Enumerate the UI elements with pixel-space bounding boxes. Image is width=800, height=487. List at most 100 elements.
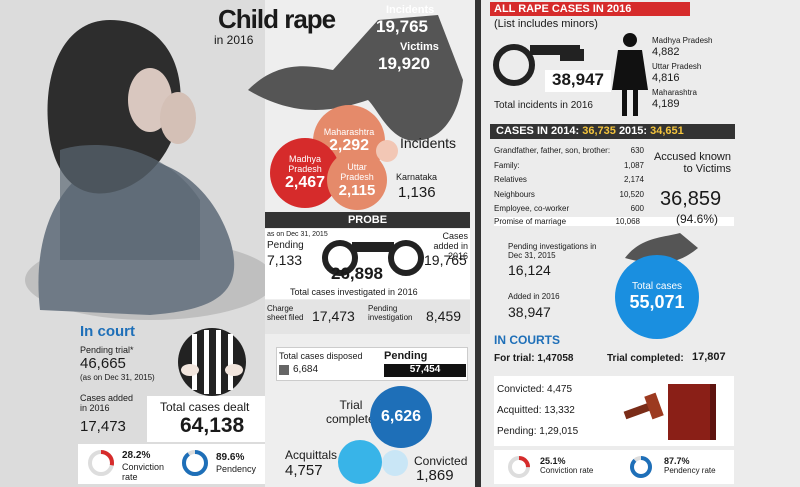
disposed-value: 6,684 (293, 364, 319, 375)
all-rape-state3-name: Maharashtra (652, 88, 697, 97)
accused-row-label: Grandfather, father, son, brother: (494, 146, 611, 155)
karnataka-bubble (376, 140, 398, 162)
victims-label: Victims (400, 41, 439, 53)
probe-pending-value: 7,133 (267, 252, 303, 268)
probe-added-value: 19,765 (424, 252, 467, 268)
cases-2015-label: 2015: (618, 125, 648, 137)
investigation-pending-value: 16,124 (508, 262, 551, 278)
court-rates-box (78, 444, 265, 484)
total-dealt-label: Total cases dealt (160, 400, 250, 414)
trial-completed-label: Trial completed (326, 398, 382, 426)
maharashtra-name: Maharashtra (323, 127, 375, 137)
trial-completed-bubble: 6,626 (370, 386, 432, 448)
accused-row-value: 2,174 (623, 175, 644, 184)
pendency-label: Pendency (216, 464, 257, 474)
trial-completed-value: 6,626 (380, 408, 422, 425)
incidents-label: Incidents (386, 4, 435, 16)
accused-row-value: 630 (630, 146, 644, 155)
accused-row-value: 10,520 (619, 190, 644, 199)
handcuffs-icon-right (493, 44, 584, 86)
acquitted-right: Acquitted: 13,332 (497, 405, 575, 416)
disposed-label: Total cases disposed (279, 351, 363, 361)
accused-row-label: Promise of marriage (494, 217, 567, 226)
hand-icon (248, 15, 463, 141)
pending-trial-label: Pending trial* (80, 345, 134, 355)
in-courts-header: IN COURTS (494, 333, 560, 347)
accused-row-label: Neighbours (494, 190, 535, 199)
probe-total-value: 26,898 (331, 264, 383, 283)
accused-row: Neighbours 10,520 (494, 190, 644, 199)
cases-2014-label: CASES IN 2014: (496, 125, 580, 137)
acquittals-value: 4,757 (285, 462, 323, 479)
accused-row: Employee, co-worker 600 (494, 204, 644, 213)
accused-row-value: 1,087 (623, 161, 644, 170)
convicted-label: Convicted (414, 454, 468, 468)
pendency-gauge-right (630, 456, 652, 478)
pendency-rate-right-label: Pendency rate (664, 466, 716, 475)
total-dealt-value: 64,138 (180, 414, 245, 437)
uttar-pradesh-bubble: Uttar Pradesh 2,115 (327, 150, 387, 210)
all-rape-total-label: Total incidents in 2016 (494, 100, 593, 111)
pending-right: Pending: 1,29,015 (497, 426, 579, 437)
gavel-and-book-icon (623, 384, 716, 440)
court-rates-right-box (494, 450, 734, 484)
page-subtitle: in 2016 (214, 33, 254, 47)
all-rape-header: ALL RAPE CASES IN 2016 (490, 2, 690, 16)
accused-row-label: Employee, co-worker (494, 204, 570, 213)
trial-completed-right-value: 17,807 (692, 351, 726, 363)
charge-sheet-value: 17,473 (312, 308, 355, 324)
all-rape-state3-value: 4,189 (652, 98, 680, 110)
probe-header: PROBE (265, 212, 470, 228)
in-court-header: In court (80, 323, 135, 340)
states-incidents-label: Incidents (400, 135, 457, 151)
investigation-added-label: Added in 2016 (508, 292, 560, 301)
conviction-gauge-right (508, 456, 530, 478)
cases-2014-value: 36,735 (582, 125, 616, 137)
accused-known-label: Accused known to Victims (653, 151, 731, 175)
convicted-bubble (382, 450, 408, 476)
uttar-pradesh-value: 2,115 (338, 181, 376, 199)
accused-row-value: 600 (630, 204, 644, 213)
investigation-pending-label: Pending investigations in Dec 31, 2015 (508, 242, 597, 260)
all-rape-state2-name: Uttar Pradesh (652, 62, 702, 71)
all-rape-note: (List includes minors) (494, 18, 598, 30)
column-divider (475, 0, 481, 487)
accused-row: Family: 1,087 (494, 161, 644, 170)
probe-pending-date: as on Dec 31, 2015 (267, 231, 328, 238)
acquittals-bubble (338, 440, 382, 484)
probe-total-label: Total cases investigated in 2016 (290, 287, 418, 297)
accused-row-label: Relatives (494, 175, 527, 184)
total-dealt-box (147, 396, 265, 442)
conviction-gauge (88, 450, 114, 476)
pendency-gauge (182, 450, 208, 476)
accused-known-pct: (94.6%) (676, 212, 719, 226)
pending-trial-value: 46,665 (80, 355, 126, 372)
accused-row-label: Family: (494, 161, 520, 170)
pendency-value: 89.6% (216, 452, 245, 463)
total-cases-value: 55,071 (629, 292, 685, 312)
disposal-pending-value: 57,454 (384, 364, 466, 377)
all-rape-state1-name: Madhya Pradesh (652, 36, 713, 45)
crouching-child-illustration (25, 20, 265, 320)
karnataka-value: 1,136 (398, 184, 436, 201)
for-trial-label: For trial: 1,47058 (494, 353, 574, 364)
accused-row: Promise of marriage 10,068 (494, 217, 734, 226)
accused-row-value: 10,068 (615, 217, 640, 226)
investigation-added-value: 38,947 (508, 304, 551, 320)
probe-pending-label: Pending (267, 240, 304, 251)
pending-trial-date: (as on Dec 31, 2015) (80, 373, 155, 382)
victims-value: 19,920 (378, 54, 430, 73)
cases-added-value: 17,473 (80, 418, 126, 435)
probe-added-label: Cases added in 2016 (433, 231, 468, 261)
pending-investigation-value: 8,459 (426, 308, 462, 324)
disposal-pending-label: Pending (384, 350, 428, 362)
accused-row: Relatives 2,174 (494, 175, 644, 184)
cases-added-label: Cases added in 2016 (80, 393, 134, 413)
conviction-rate-right-value: 25.1% (540, 456, 566, 466)
maharashtra-value: 2,292 (328, 137, 370, 154)
total-cases-bubble: Total cases 55,071 (615, 255, 699, 339)
accused-known-value: 36,859 (660, 188, 722, 210)
page-title: Child rape (218, 4, 336, 34)
incidents-value: 19,765 (376, 17, 428, 36)
handcuffs-icon (322, 240, 424, 276)
